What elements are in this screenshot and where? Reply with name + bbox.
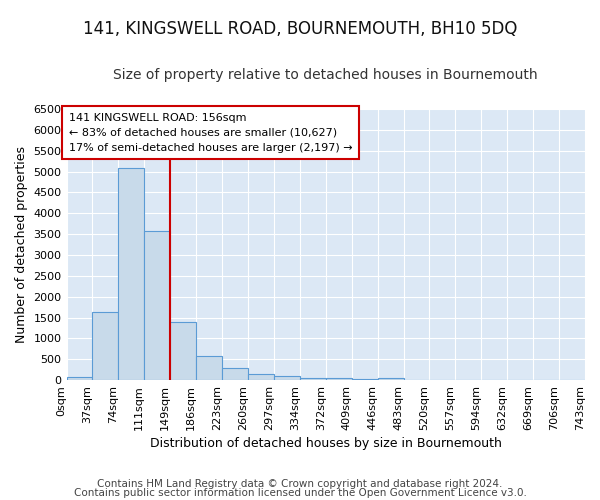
Text: 141, KINGSWELL ROAD, BOURNEMOUTH, BH10 5DQ: 141, KINGSWELL ROAD, BOURNEMOUTH, BH10 5…	[83, 20, 517, 38]
Bar	[326, 378, 352, 380]
Bar	[170, 322, 196, 380]
Bar	[377, 378, 404, 380]
Bar	[196, 356, 222, 380]
Text: Contains public sector information licensed under the Open Government Licence v3: Contains public sector information licen…	[74, 488, 526, 498]
Bar	[352, 378, 377, 380]
Text: Contains HM Land Registry data © Crown copyright and database right 2024.: Contains HM Land Registry data © Crown c…	[97, 479, 503, 489]
Y-axis label: Number of detached properties: Number of detached properties	[15, 146, 28, 343]
Title: Size of property relative to detached houses in Bournemouth: Size of property relative to detached ho…	[113, 68, 538, 82]
Bar	[222, 368, 248, 380]
Bar	[92, 312, 118, 380]
Bar	[67, 377, 92, 380]
Bar	[248, 374, 274, 380]
X-axis label: Distribution of detached houses by size in Bournemouth: Distribution of detached houses by size …	[150, 437, 502, 450]
Bar	[118, 168, 145, 380]
Text: 141 KINGSWELL ROAD: 156sqm
← 83% of detached houses are smaller (10,627)
17% of : 141 KINGSWELL ROAD: 156sqm ← 83% of deta…	[69, 113, 353, 152]
Bar	[145, 231, 170, 380]
Bar	[300, 378, 326, 380]
Bar	[274, 376, 300, 380]
